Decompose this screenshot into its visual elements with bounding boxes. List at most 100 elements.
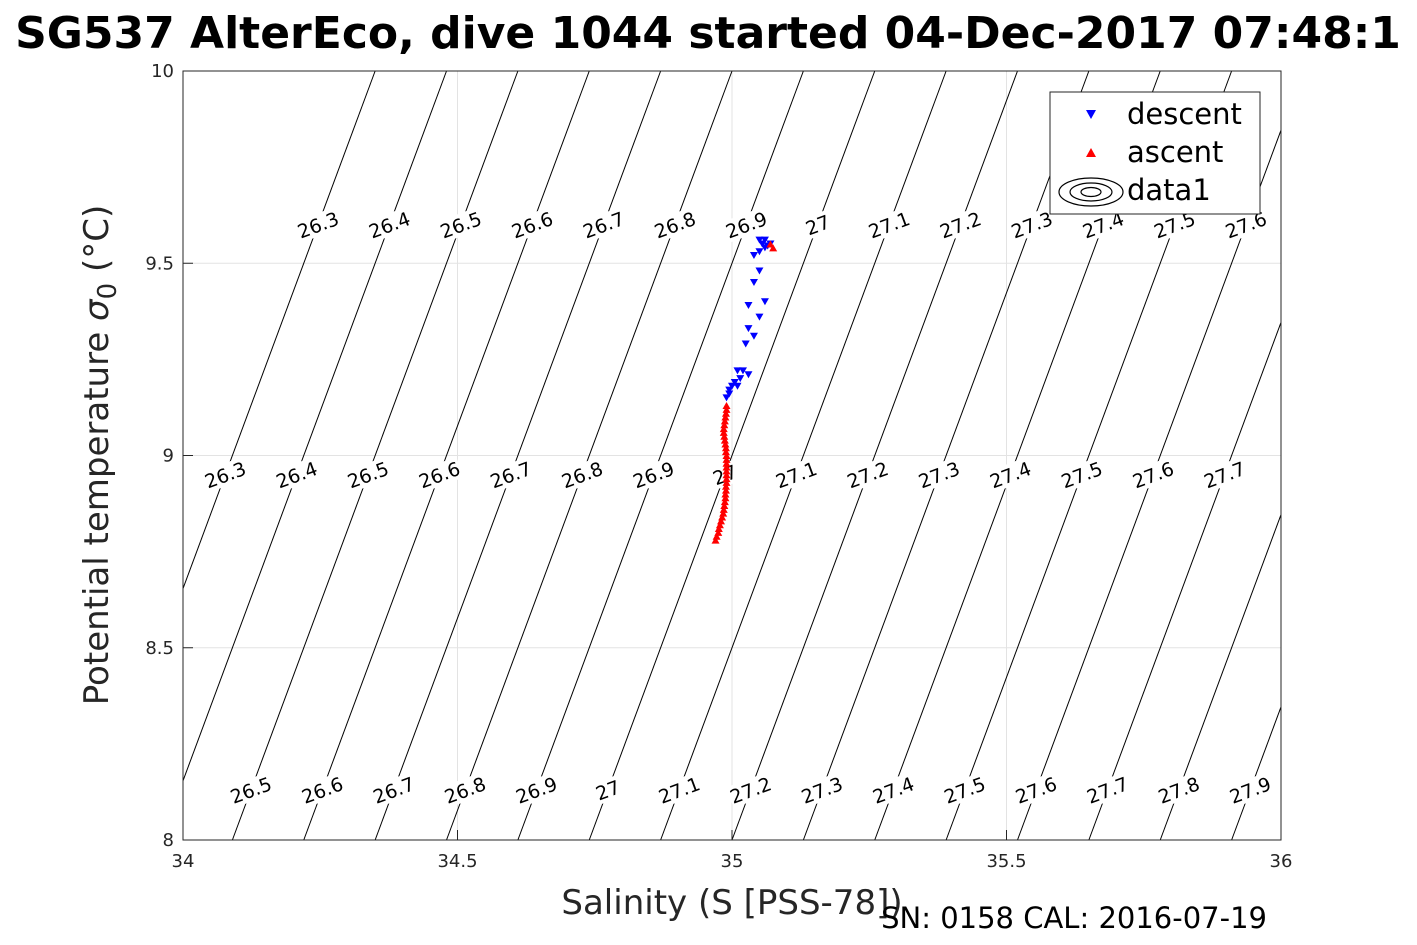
isopycnal-label-bg [1007, 206, 1057, 243]
isopycnal-label-bg [1221, 206, 1271, 243]
isopycnal-label-bg [940, 772, 990, 808]
ascent-marker [769, 244, 778, 252]
descent-marker [730, 378, 739, 386]
isopycnal-line [1231, 706, 1282, 841]
ascent-marker [721, 448, 730, 456]
isopycnal-contours [182, 70, 1282, 841]
descent-marker [758, 240, 767, 248]
x-tick-label: 35.5 [986, 851, 1026, 872]
isopycnal-label-bg [579, 206, 628, 243]
ascent-marker [720, 501, 729, 509]
isopycnal-label-bg [272, 456, 322, 493]
ascent-marker [721, 409, 730, 417]
isopycnal-label-bg [511, 772, 561, 808]
isopycnal-label-bg [868, 772, 918, 808]
y-tick-label: 8 [163, 830, 174, 851]
isopycnal-line [374, 70, 662, 841]
ascent-marker [722, 463, 731, 471]
isopycnal-label-bg [226, 772, 276, 808]
isopycnal-line [517, 70, 804, 841]
descent-marker [760, 298, 769, 306]
isopycnal-line [1088, 322, 1282, 841]
legend-marker-ascent [1086, 148, 1096, 157]
isopycnal-label-bg [629, 456, 678, 493]
descent-marker [749, 278, 758, 286]
isopycnal-label-bg [1057, 456, 1107, 493]
isopycnal-line [303, 70, 590, 841]
ascent-marker [711, 536, 720, 544]
ascent-marker [714, 525, 723, 533]
ascent-marker [721, 490, 730, 498]
legend-label-data1: data1 [1127, 173, 1211, 207]
descent-marker [728, 382, 736, 390]
descent-marker [738, 367, 747, 375]
ascent-marker [722, 455, 731, 463]
x-tick-label: 34.5 [437, 851, 477, 872]
isopycnal-line [231, 70, 519, 841]
isopycnal-line [802, 70, 1090, 841]
isopycnal-line [588, 70, 876, 841]
legend: descent ascent data1 [1049, 91, 1261, 215]
serial-calibration-footer: SN: 0158 CAL: 2016-07-19 [881, 901, 1267, 935]
isopycnal-label-bg [507, 206, 557, 243]
ascent-marker [722, 452, 731, 459]
y-tick-label: 9.5 [145, 253, 174, 274]
ascent-marker [720, 436, 729, 444]
x-tick-label: 35 [721, 851, 744, 872]
descent-marker [725, 386, 734, 394]
isopycnal-label-bg [793, 206, 843, 243]
ascent-marker [721, 482, 730, 490]
ascent-marker [721, 494, 730, 502]
isopycnal-line [446, 70, 733, 841]
descent-marker [733, 382, 742, 390]
data-markers [711, 236, 778, 544]
isopycnal-labels: 26.326.326.426.426.526.526.526.626.626.6… [200, 206, 1275, 809]
ascent-marker [721, 444, 730, 452]
ascent-marker [719, 425, 728, 433]
ascent-marker [712, 532, 721, 540]
isopycnal-label-bg [1011, 772, 1061, 808]
ascent-marker [722, 475, 731, 483]
isopycnal-label-bg [985, 456, 1035, 493]
ascent-marker [721, 413, 730, 421]
axis-ticks: 34 34.5 35 35.5 36 8 8.5 9 9.5 10 [145, 61, 1292, 872]
ascent-marker [719, 505, 728, 513]
chart-title: SG537 AlterEco, dive 1044 started 04-Dec… [15, 8, 1401, 59]
ascent-marker [722, 471, 731, 479]
ascent-marker [721, 440, 730, 448]
ascent-marker [719, 428, 728, 436]
ascent-marker [719, 509, 728, 517]
isopycnal-label-bg [726, 772, 776, 808]
isopycnal-label-bg [440, 772, 490, 808]
isopycnal-label-bg [843, 456, 893, 493]
descent-marker [755, 236, 764, 244]
x-axis-label: Salinity (S [PSS-78]) [561, 883, 902, 923]
legend-label-ascent: ascent [1127, 135, 1223, 169]
isopycnal-label-bg [1150, 206, 1199, 243]
ascent-marker [722, 467, 731, 475]
y-tick-label: 10 [151, 61, 174, 82]
descent-marker [749, 252, 758, 260]
descent-marker [741, 340, 750, 348]
y-axis-label: Potential temperature σ0 (°C) [77, 205, 123, 705]
ascent-marker [722, 405, 731, 413]
legend-box [1049, 91, 1261, 215]
ascent-marker [722, 478, 731, 486]
isopycnal-label-bg [364, 206, 414, 243]
legend-label-descent: descent [1127, 97, 1242, 131]
ascent-marker [720, 421, 729, 429]
isopycnal-label-bg [1200, 456, 1249, 493]
ascent-marker [718, 513, 727, 521]
descent-marker [736, 375, 745, 383]
isopycnal-label-bg [797, 772, 847, 808]
isopycnal-label-bg [721, 206, 771, 243]
isopycnal-line [182, 70, 447, 781]
y-tick-label: 9 [163, 446, 174, 467]
isopycnal-label-bg [343, 456, 393, 493]
ascent-marker [721, 486, 730, 494]
isopycnal-label-bg [1128, 456, 1178, 493]
descent-marker [744, 325, 753, 333]
descent-marker [755, 248, 764, 256]
legend-marker-descent [1086, 110, 1096, 119]
descent-marker [744, 371, 753, 379]
